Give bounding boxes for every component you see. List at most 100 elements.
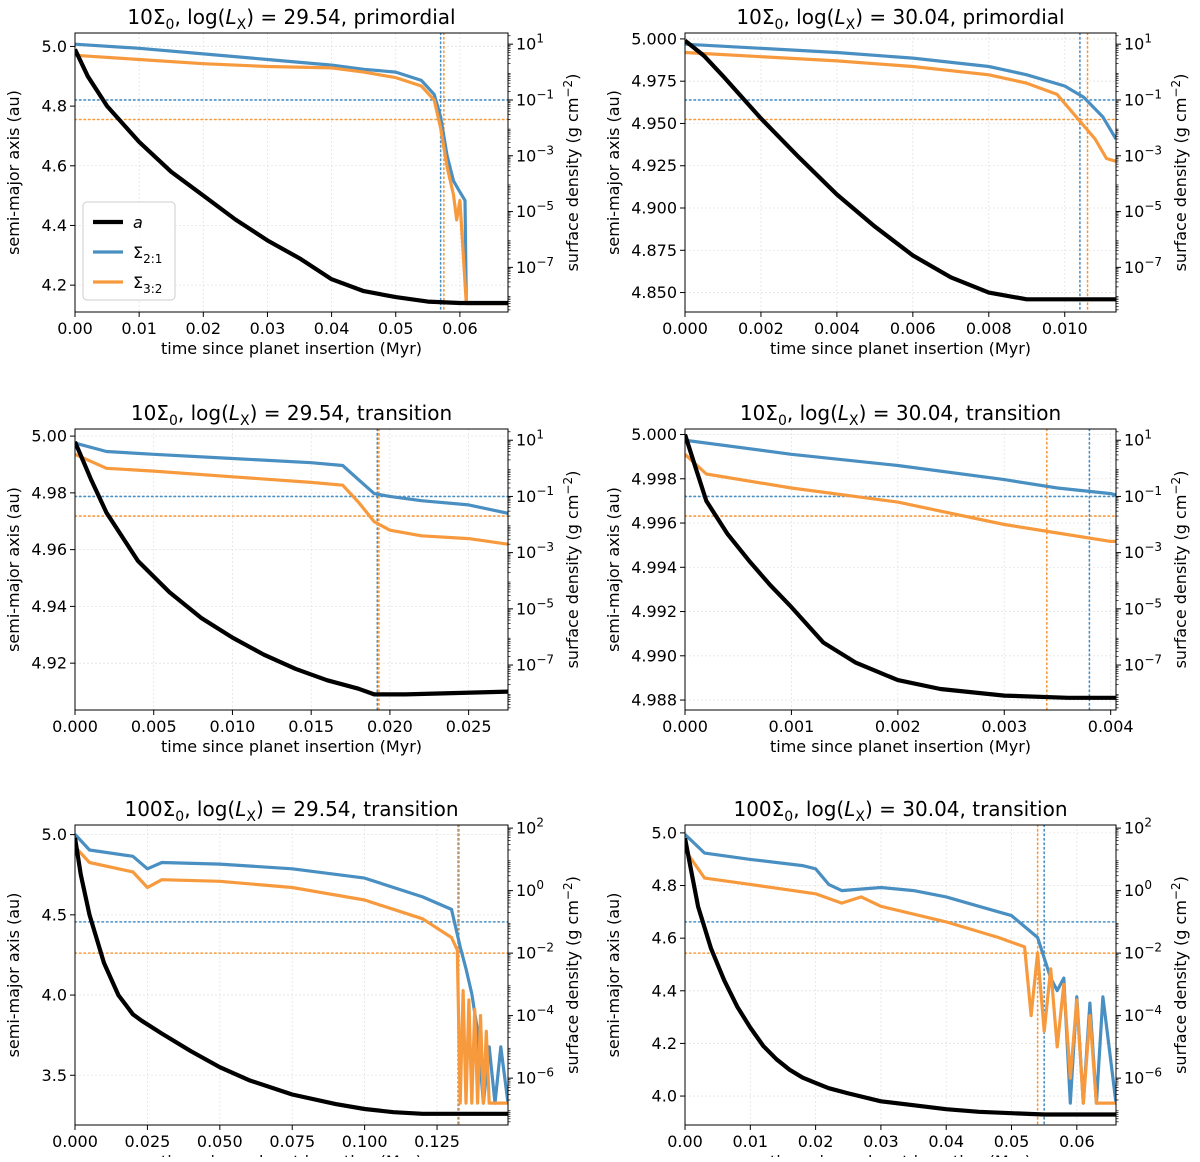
x-tick-label: 0.002	[875, 717, 921, 736]
y-tick-label: 4.992	[631, 602, 677, 621]
x-tick-label: 0.004	[814, 319, 860, 338]
y-tick-label: 5.000	[631, 29, 677, 48]
series-line-sigma-3-2	[75, 53, 508, 306]
y2-axis-label: surface density (g cm−2)	[1169, 876, 1190, 1074]
y-tick-label: 4.0	[652, 1087, 677, 1106]
y2-tick-label: 101	[1124, 32, 1152, 54]
y-tick-label: 4.996	[631, 514, 677, 533]
y-tick-label: 3.5	[42, 1066, 67, 1085]
y-axis-label: semi-major axis (au)	[604, 893, 623, 1058]
series-line-sigma-3-2	[685, 849, 1116, 1105]
y-tick-label: 4.4	[42, 216, 67, 235]
x-tick-label: 0.010	[210, 717, 256, 736]
y2-tick-label: 10−1	[516, 484, 554, 506]
series-line-a	[75, 440, 508, 697]
y2-tick-label: 101	[516, 32, 544, 54]
x-tick-label: 0.050	[197, 1132, 243, 1151]
y2-tick-label: 10−1	[1124, 484, 1162, 506]
y2-tick-label: 10−3	[1124, 143, 1162, 165]
y2-tick-label: 10−4	[1124, 1003, 1162, 1025]
x-axis-label: time since planet insertion (Myr)	[161, 737, 422, 756]
series-line-sigma-3-2	[685, 453, 1116, 544]
legend-label-a: a	[133, 213, 143, 232]
series-line-a	[75, 48, 508, 306]
x-tick-label: 0.000	[662, 319, 708, 338]
x-tick-label: 0.006	[890, 319, 936, 338]
legend-label-sigma-3-2: Σ3:2	[133, 273, 162, 296]
x-tick-label: 0.100	[342, 1132, 388, 1151]
x-tick-label: 0.00	[667, 1132, 703, 1151]
y-tick-label: 4.8	[42, 97, 67, 116]
series-line-sigma-3-2	[75, 845, 508, 1105]
y2-tick-label: 101	[516, 428, 544, 450]
x-axis-label: time since planet insertion (Myr)	[770, 737, 1031, 756]
y-tick-label: 4.875	[631, 241, 677, 260]
y2-tick-label: 102	[1124, 816, 1152, 838]
y2-tick-label: 10−7	[1124, 255, 1162, 277]
y2-tick-label: 100	[1124, 878, 1152, 900]
chart-panel-5: 0.000 0.025 0.050 0.075 0.100 0.125 3.5 4.0 4.5 5…	[4, 797, 582, 1162]
series-line-sigma-2-1	[685, 438, 1116, 497]
chart-panel-3: 0.000 0.005 0.010 0.015 0.020 0.025 4.92 4.94 4.…	[4, 401, 582, 756]
x-tick-label: 0.000	[52, 1132, 98, 1151]
x-tick-label: 0.06	[1059, 1132, 1095, 1151]
series-line-a	[75, 837, 508, 1116]
y-tick-label: 5.0	[652, 823, 677, 842]
y-tick-label: 4.94	[31, 597, 67, 616]
y2-tick-label: 10−6	[1124, 1066, 1162, 1088]
x-tick-label: 0.00	[57, 319, 93, 338]
legend: a Σ2:1 Σ3:2	[82, 201, 176, 301]
y-axis-label: semi-major axis (au)	[4, 90, 23, 255]
x-tick-label: 0.000	[662, 717, 708, 736]
y-tick-label: 5.000	[631, 425, 677, 444]
y2-tick-label: 10−3	[516, 540, 554, 562]
x-tick-label: 0.05	[378, 319, 414, 338]
x-tick-label: 0.01	[121, 319, 157, 338]
y2-tick-label: 102	[516, 816, 544, 838]
series-line-sigma-3-2	[685, 50, 1116, 163]
y2-axis-label: surface density (g cm−2)	[561, 471, 582, 669]
x-tick-label: 0.04	[928, 1132, 964, 1151]
y-tick-label: 4.5	[42, 905, 67, 924]
y-tick-label: 4.96	[31, 540, 67, 559]
x-tick-label: 0.025	[125, 1132, 171, 1151]
chart-title: 10Σ0, log(LX) = 29.54, primordial	[127, 5, 455, 33]
y-tick-label: 4.2	[652, 1034, 677, 1053]
y-tick-label: 4.990	[631, 646, 677, 665]
x-tick-label: 0.003	[981, 717, 1027, 736]
y-axis-label: semi-major axis (au)	[604, 90, 623, 255]
series-line-sigma-3-2	[75, 452, 508, 546]
y2-tick-label: 10−5	[516, 199, 554, 221]
y-tick-label: 4.6	[42, 156, 67, 175]
y2-tick-label: 10−5	[1124, 199, 1162, 221]
plot-frame	[684, 428, 1117, 711]
series-line-a	[685, 433, 1116, 700]
y-tick-label: 4.4	[652, 981, 677, 1000]
y2-tick-label: 10−1	[1124, 87, 1162, 109]
x-axis-label: time since planet insertion (Myr)	[770, 1152, 1031, 1157]
y-tick-label: 4.6	[652, 929, 677, 948]
x-tick-label: 0.03	[863, 1132, 899, 1151]
y-tick-label: 4.900	[631, 199, 677, 218]
chart-panel-6: 0.00 0.01 0.02 0.03 0.04 0.05 0.06 4.0 4.2 4.4 4.6…	[604, 797, 1190, 1162]
x-tick-label: 0.020	[367, 717, 413, 736]
y-tick-label: 4.994	[631, 558, 677, 577]
x-tick-label: 0.05	[994, 1132, 1030, 1151]
series-line-sigma-2-1	[75, 42, 508, 306]
plot-frame	[74, 428, 509, 711]
x-tick-label: 0.03	[250, 319, 286, 338]
x-tick-label: 0.005	[131, 717, 177, 736]
y2-tick-label: 10−7	[516, 653, 554, 675]
y2-tick-label: 10−5	[516, 596, 554, 618]
x-tick-label: 0.000	[52, 717, 98, 736]
x-tick-label: 0.004	[1088, 717, 1134, 736]
x-tick-label: 0.02	[798, 1132, 834, 1151]
x-tick-label: 0.002	[738, 319, 784, 338]
y-tick-label: 4.0	[42, 986, 67, 1005]
series-line-a	[685, 837, 1116, 1117]
y-tick-label: 5.0	[42, 825, 67, 844]
chart-panel-2: 0.000 0.002 0.004 0.006 0.008 0.010 4.850 4.875…	[604, 5, 1190, 358]
chart-title: 100Σ0, log(LX) = 30.04, transition	[733, 797, 1067, 825]
x-tick-label: 0.025	[446, 717, 492, 736]
